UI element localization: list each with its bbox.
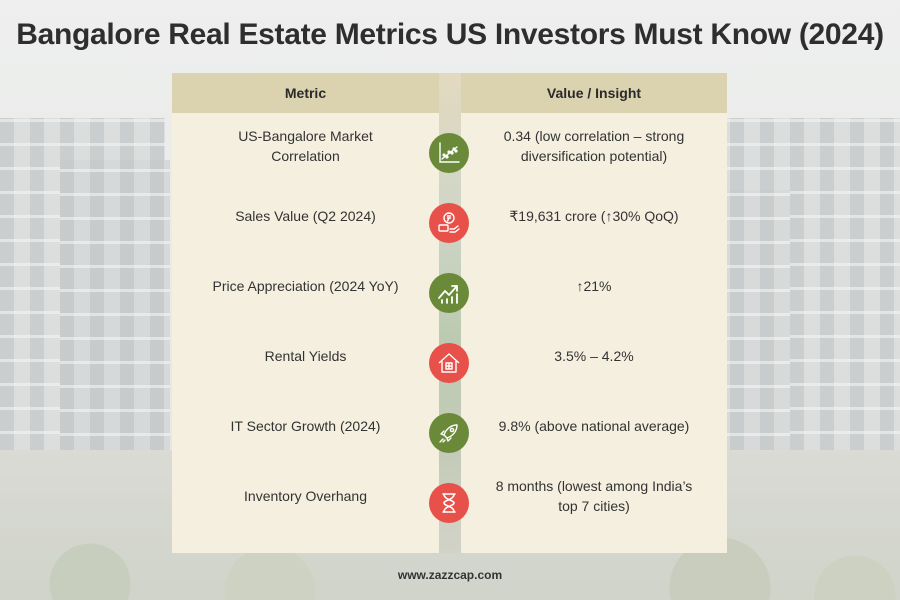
metric-cell: Price Appreciation (2024 YoY) <box>212 278 399 294</box>
metric-header: Metric <box>172 73 439 113</box>
scatter-chart-icon <box>429 133 469 173</box>
value-cell: 9.8% (above national average) <box>498 418 690 434</box>
page-title: Bangalore Real Estate Metrics US Investo… <box>16 18 884 51</box>
value-column: Value / Insight 0.34 (low correlation – … <box>461 73 727 553</box>
value-header: Value / Insight <box>461 73 727 113</box>
value-cell: 3.5% – 4.2% <box>554 348 634 364</box>
value-cell: ₹19,631 crore (↑30% QoQ) <box>509 208 679 224</box>
money-icon <box>429 203 469 243</box>
metric-cell: Sales Value (Q2 2024) <box>235 208 376 224</box>
value-cell: ↑21% <box>576 278 612 294</box>
metric-column: Metric US-Bangalore Market Correlation S… <box>172 73 439 553</box>
hourglass-icon <box>429 483 469 523</box>
metric-cell: Inventory Overhang <box>244 488 367 504</box>
trend-up-icon <box>429 273 469 313</box>
metric-cell: IT Sector Growth (2024) <box>230 418 381 434</box>
footer-url[interactable]: www.zazzcap.com <box>397 568 503 582</box>
rocket-icon <box>429 413 469 453</box>
metric-cell: US-Bangalore Market Correlation <box>238 128 373 164</box>
value-cell: 8 months (lowest among India’s top 7 cit… <box>495 478 693 514</box>
house-icon <box>429 343 469 383</box>
value-cell: 0.34 (low correlation – strong diversifi… <box>503 128 685 164</box>
metric-cell: Rental Yields <box>264 348 347 364</box>
